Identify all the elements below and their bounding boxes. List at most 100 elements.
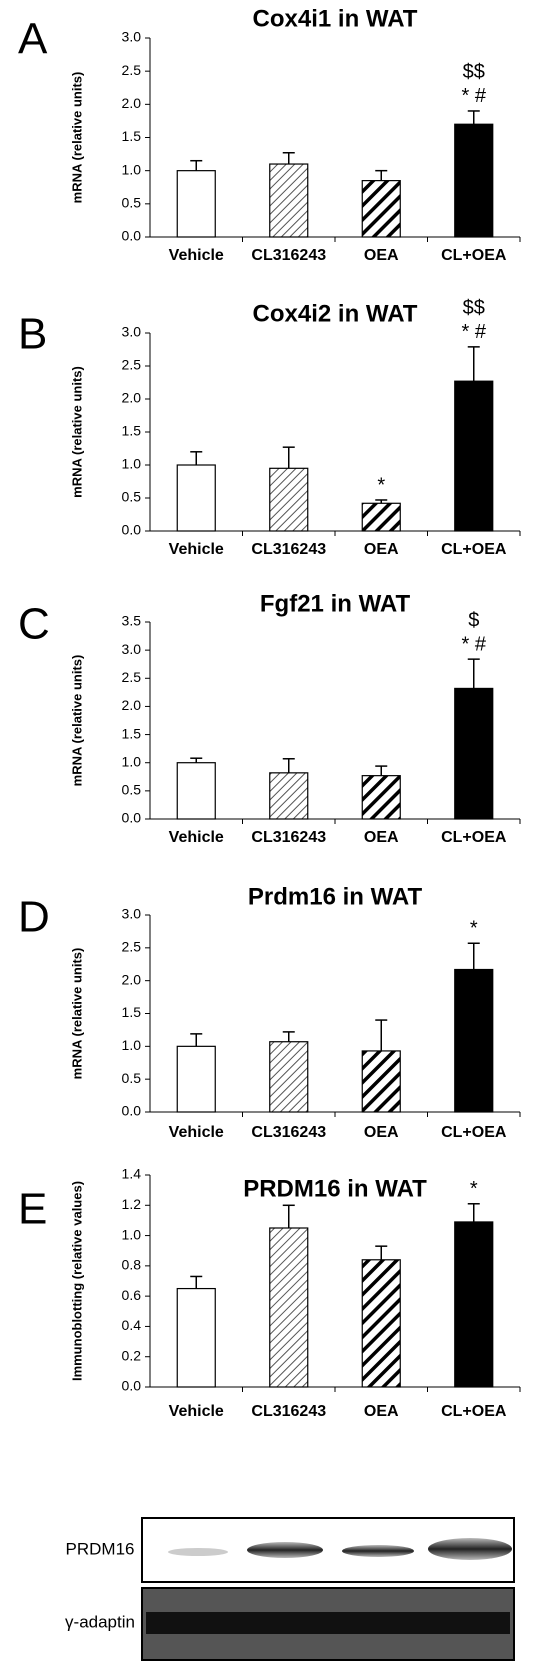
y-axis-label: mRNA (relative units): [69, 72, 84, 204]
annotation: *: [377, 474, 385, 496]
y-tick-label: 3.0: [122, 641, 142, 657]
y-tick-label: 0.0: [122, 1378, 142, 1394]
y-tick-label: 1.5: [122, 725, 142, 741]
y-tick-label: 2.5: [122, 357, 142, 373]
y-tick-label: 3.5: [122, 613, 142, 629]
western-blot: PRDM16 γ-adaptin: [65, 1517, 515, 1661]
x-tick-label: Vehicle: [169, 247, 224, 264]
y-axis-label: mRNA (relative units): [69, 366, 84, 498]
y-tick-label: 3.0: [122, 324, 142, 340]
x-tick-label: OEA: [364, 1124, 399, 1141]
bar: [361, 502, 401, 532]
blot-band: [146, 1612, 510, 1634]
y-tick-label: 2.5: [122, 62, 142, 78]
y-tick-label: 2.0: [122, 697, 142, 713]
y-tick-label: 2.5: [122, 939, 142, 955]
x-tick-label: CL+OEA: [441, 247, 507, 264]
x-tick-label: CL316243: [251, 1124, 326, 1141]
bar: [454, 123, 494, 238]
annotation: $$: [463, 297, 485, 319]
bar: [269, 1041, 309, 1113]
chart-title: PRDM16 in WAT: [243, 1175, 427, 1202]
y-tick-label: 2.0: [122, 95, 142, 111]
blot-label: γ-adaptin: [65, 1612, 135, 1631]
bar: [454, 1221, 494, 1388]
y-tick-label: 0.0: [122, 522, 142, 538]
bar: [361, 1050, 401, 1113]
y-tick-label: 0.0: [122, 1103, 142, 1119]
annotation: $: [468, 609, 479, 631]
y-tick-label: 1.0: [122, 1037, 142, 1053]
y-tick-label: 0.5: [122, 489, 142, 505]
x-tick-label: Vehicle: [169, 829, 224, 846]
bar: [454, 380, 494, 532]
y-tick-label: 0.5: [122, 1070, 142, 1086]
y-tick-label: 0.0: [122, 810, 142, 826]
y-tick-label: 0.0: [122, 228, 142, 244]
x-tick-label: OEA: [364, 541, 399, 558]
panel-label: A: [18, 15, 48, 64]
chart-title: Fgf21 in WAT: [260, 590, 411, 617]
y-tick-label: 1.0: [122, 1226, 142, 1242]
x-tick-label: CL316243: [251, 247, 326, 264]
bar: [269, 163, 309, 238]
bar: [269, 1227, 309, 1388]
panel-label: C: [18, 600, 50, 649]
panel-label: E: [18, 1185, 47, 1234]
y-tick-label: 1.0: [122, 161, 142, 177]
y-tick-label: 0.2: [122, 1347, 142, 1363]
bar: [454, 687, 494, 820]
y-axis-label: mRNA (relative units): [69, 948, 84, 1080]
y-tick-label: 1.0: [122, 456, 142, 472]
y-tick-label: 1.4: [122, 1166, 142, 1182]
y-tick-label: 2.5: [122, 669, 142, 685]
y-tick-label: 1.5: [122, 423, 142, 439]
y-tick-label: 1.2: [122, 1196, 142, 1212]
y-tick-label: 1.5: [122, 128, 142, 144]
bar: [176, 1045, 216, 1113]
y-axis-label: mRNA (relative units): [69, 655, 84, 787]
x-tick-label: OEA: [364, 1403, 399, 1420]
x-tick-label: CL+OEA: [441, 1124, 507, 1141]
bar: [361, 1259, 401, 1388]
bar: [176, 464, 216, 532]
blot-band: [168, 1548, 228, 1556]
bar: [176, 170, 216, 238]
y-tick-label: 1.0: [122, 753, 142, 769]
annotation: * #: [462, 633, 487, 655]
panel-label: B: [18, 310, 47, 359]
x-tick-label: Vehicle: [169, 541, 224, 558]
x-tick-label: CL+OEA: [441, 541, 507, 558]
x-tick-label: CL+OEA: [441, 829, 507, 846]
y-axis-label: Immunoblotting (relative values): [69, 1181, 84, 1381]
y-tick-label: 0.6: [122, 1287, 142, 1303]
x-tick-label: OEA: [364, 247, 399, 264]
bar: [269, 467, 309, 532]
bar: [269, 772, 309, 820]
panel-label: D: [18, 893, 50, 942]
bar: [361, 775, 401, 820]
x-tick-label: CL+OEA: [441, 1403, 507, 1420]
chart-title: Prdm16 in WAT: [248, 883, 423, 910]
blot-band: [428, 1538, 512, 1560]
x-tick-label: OEA: [364, 829, 399, 846]
y-tick-label: 2.0: [122, 390, 142, 406]
bar: [176, 762, 216, 820]
y-tick-label: 0.4: [122, 1317, 142, 1333]
annotation: *: [470, 918, 478, 940]
annotation: * #: [462, 85, 487, 107]
y-tick-label: 1.5: [122, 1004, 142, 1020]
y-tick-label: 0.5: [122, 782, 142, 798]
x-tick-label: Vehicle: [169, 1124, 224, 1141]
blot-band: [342, 1545, 414, 1557]
chart-title: Cox4i2 in WAT: [253, 300, 418, 327]
bar: [361, 180, 401, 238]
x-tick-label: CL316243: [251, 1403, 326, 1420]
annotation: $$: [463, 61, 485, 83]
y-tick-label: 3.0: [122, 29, 142, 45]
blot-label: PRDM16: [66, 1539, 135, 1558]
annotation: * #: [462, 321, 487, 343]
y-tick-label: 0.8: [122, 1257, 142, 1273]
y-tick-label: 3.0: [122, 906, 142, 922]
x-tick-label: CL316243: [251, 541, 326, 558]
